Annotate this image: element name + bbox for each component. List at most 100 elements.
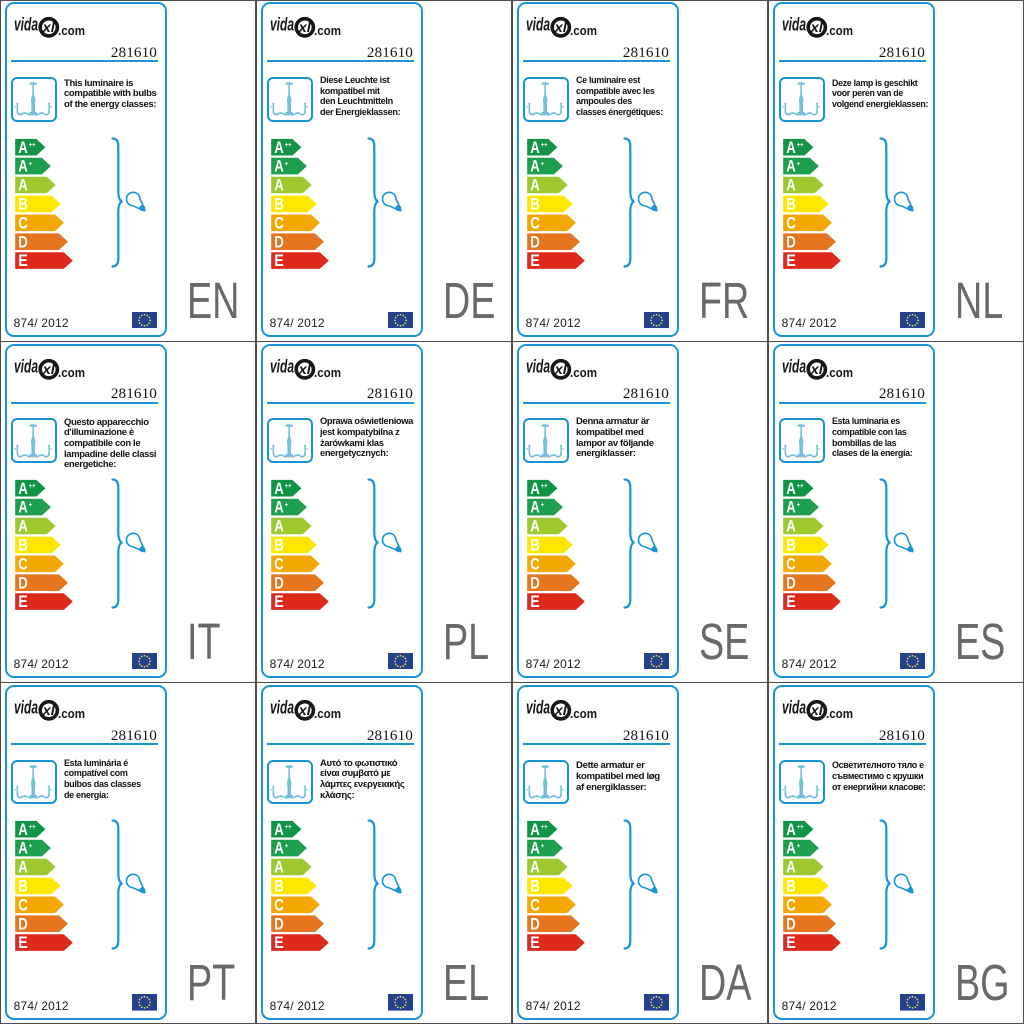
svg-text:vida: vida (782, 15, 806, 35)
svg-text:xl: xl (297, 19, 311, 35)
svg-text:+: + (284, 841, 288, 850)
svg-text:A: A (274, 858, 284, 877)
svg-text:+: + (28, 841, 32, 850)
svg-text:E: E (274, 592, 284, 611)
svg-text:xl: xl (41, 361, 55, 377)
svg-text:E: E (274, 934, 284, 953)
svg-text:.com: .com (826, 23, 853, 38)
svg-text:.com: .com (570, 23, 597, 38)
svg-text:D: D (18, 915, 28, 934)
svg-text:A: A (530, 858, 540, 877)
svg-text:A: A (530, 156, 540, 175)
svg-text:+: + (284, 159, 288, 168)
svg-text:xl: xl (41, 19, 55, 35)
svg-text:++: ++ (284, 822, 291, 831)
svg-text:++: ++ (28, 140, 35, 149)
svg-text:A: A (786, 858, 796, 877)
svg-text:vida: vida (270, 697, 294, 717)
svg-text:C: C (530, 555, 540, 574)
svg-text:A: A (786, 498, 796, 517)
svg-text:A: A (274, 138, 284, 157)
svg-text:.com: .com (58, 364, 85, 379)
svg-text:A: A (18, 156, 28, 175)
svg-text:A: A (786, 517, 796, 536)
svg-text:+: + (796, 500, 800, 509)
svg-text:++: ++ (28, 822, 35, 831)
svg-text:xl: xl (553, 702, 567, 718)
svg-text:+: + (540, 841, 544, 850)
svg-text:++: ++ (796, 140, 803, 149)
svg-text:E: E (530, 934, 540, 953)
svg-text:xl: xl (297, 702, 311, 718)
svg-text:A: A (18, 858, 28, 877)
svg-text:xl: xl (41, 702, 55, 718)
svg-text:.com: .com (826, 364, 853, 379)
svg-text:xl: xl (553, 19, 567, 35)
svg-text:A: A (274, 839, 284, 858)
svg-text:B: B (786, 877, 796, 896)
svg-text:+: + (540, 159, 544, 168)
svg-text:+: + (796, 841, 800, 850)
svg-text:C: C (786, 555, 796, 574)
svg-text:++: ++ (540, 140, 547, 149)
svg-text:C: C (274, 555, 284, 574)
svg-text:E: E (530, 251, 540, 270)
svg-text:.com: .com (58, 706, 85, 721)
svg-text:A: A (18, 839, 28, 858)
svg-text:+: + (28, 500, 32, 509)
svg-text:.com: .com (570, 364, 597, 379)
svg-text:D: D (530, 573, 540, 592)
svg-text:B: B (530, 194, 540, 213)
svg-text:E: E (18, 592, 28, 611)
svg-text:A: A (18, 138, 28, 157)
svg-text:xl: xl (809, 19, 823, 35)
svg-text:xl: xl (809, 361, 823, 377)
svg-text:C: C (18, 896, 28, 915)
svg-text:B: B (274, 194, 284, 213)
svg-text:A: A (18, 175, 28, 194)
svg-text:D: D (786, 232, 796, 251)
svg-text:E: E (786, 592, 796, 611)
svg-text:B: B (786, 536, 796, 555)
svg-text:vida: vida (526, 356, 550, 376)
svg-text:A: A (786, 839, 796, 858)
svg-text:A: A (786, 156, 796, 175)
svg-text:A: A (530, 839, 540, 858)
svg-text:++: ++ (28, 481, 35, 490)
svg-text:D: D (530, 232, 540, 251)
svg-text:B: B (274, 536, 284, 555)
svg-text:vida: vida (14, 356, 38, 376)
svg-text:xl: xl (297, 361, 311, 377)
svg-text:A: A (18, 479, 28, 498)
svg-text:vida: vida (782, 697, 806, 717)
svg-text:D: D (786, 915, 796, 934)
svg-text:A: A (18, 498, 28, 517)
svg-text:++: ++ (796, 481, 803, 490)
svg-text:.com: .com (570, 706, 597, 721)
svg-text:C: C (18, 555, 28, 574)
svg-text:D: D (18, 232, 28, 251)
svg-text:vida: vida (270, 15, 294, 35)
svg-text:++: ++ (796, 822, 803, 831)
svg-text:D: D (18, 573, 28, 592)
svg-text:.com: .com (314, 706, 341, 721)
svg-text:A: A (274, 820, 284, 839)
svg-text:++: ++ (540, 481, 547, 490)
svg-text:A: A (274, 156, 284, 175)
svg-text:E: E (786, 251, 796, 270)
svg-text:C: C (530, 896, 540, 915)
svg-text:A: A (786, 138, 796, 157)
svg-text:A: A (18, 820, 28, 839)
svg-text:A: A (274, 517, 284, 536)
svg-text:++: ++ (284, 140, 291, 149)
svg-text:vida: vida (270, 356, 294, 376)
svg-text:vida: vida (526, 15, 550, 35)
svg-text:C: C (786, 213, 796, 232)
svg-text:xl: xl (553, 361, 567, 377)
svg-text:D: D (274, 232, 284, 251)
svg-text:E: E (18, 251, 28, 270)
svg-text:A: A (786, 820, 796, 839)
svg-text:E: E (18, 934, 28, 953)
svg-text:.com: .com (314, 23, 341, 38)
svg-text:+: + (796, 159, 800, 168)
